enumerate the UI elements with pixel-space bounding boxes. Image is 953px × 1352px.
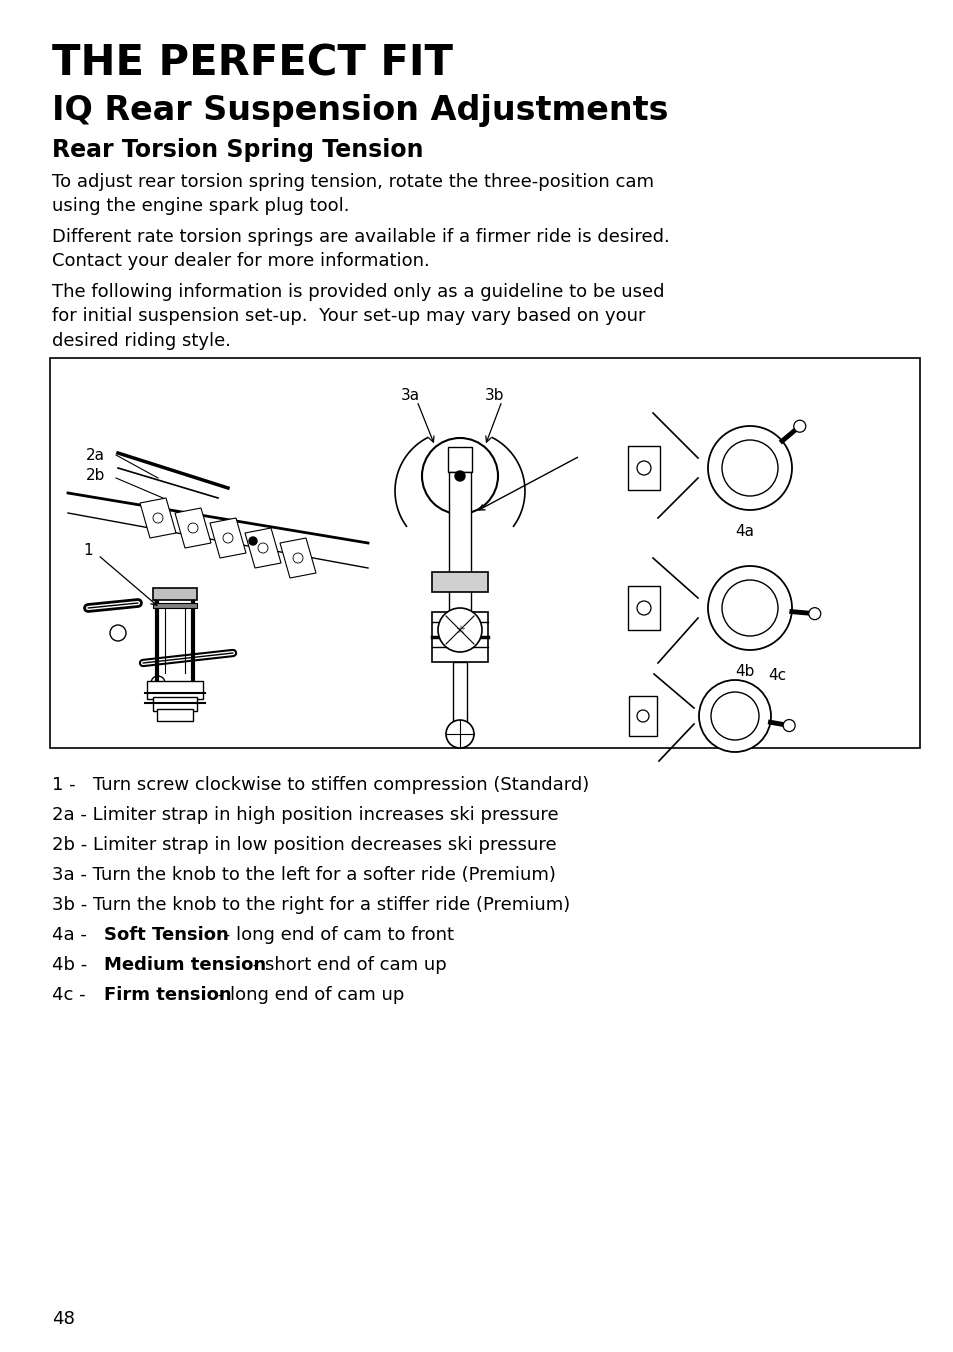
Text: 4c -: 4c - xyxy=(52,986,91,1005)
Text: 4b -: 4b - xyxy=(52,956,92,973)
Circle shape xyxy=(721,580,778,635)
Circle shape xyxy=(421,438,497,514)
Text: - long end of cam up: - long end of cam up xyxy=(212,986,404,1005)
Circle shape xyxy=(721,439,778,496)
Circle shape xyxy=(707,566,791,650)
Bar xyxy=(627,585,659,630)
Circle shape xyxy=(699,680,770,752)
Circle shape xyxy=(637,602,650,615)
Circle shape xyxy=(710,692,759,740)
Circle shape xyxy=(249,537,256,545)
Circle shape xyxy=(793,420,805,433)
Text: - short end of cam up: - short end of cam up xyxy=(247,956,446,973)
Bar xyxy=(627,446,659,489)
Circle shape xyxy=(110,625,126,641)
Polygon shape xyxy=(280,538,315,579)
Text: Medium tension: Medium tension xyxy=(104,956,266,973)
Circle shape xyxy=(446,721,474,748)
Bar xyxy=(449,472,471,612)
Bar xyxy=(628,696,657,735)
Polygon shape xyxy=(210,518,246,558)
Bar xyxy=(147,681,203,699)
Text: 1: 1 xyxy=(83,544,92,558)
Text: 48: 48 xyxy=(52,1310,74,1328)
Text: 1 -   Turn screw clockwise to stiffen compression (Standard): 1 - Turn screw clockwise to stiffen comp… xyxy=(52,776,589,794)
Circle shape xyxy=(223,533,233,544)
Text: 2b: 2b xyxy=(86,468,105,483)
Bar xyxy=(432,572,488,592)
Bar xyxy=(50,358,919,748)
Circle shape xyxy=(782,719,795,731)
Text: 4b: 4b xyxy=(734,664,754,679)
Circle shape xyxy=(257,544,268,553)
Text: 3a - Turn the knob to the left for a softer ride (Premium): 3a - Turn the knob to the left for a sof… xyxy=(52,867,556,884)
Circle shape xyxy=(455,470,464,481)
Circle shape xyxy=(637,710,648,722)
Circle shape xyxy=(188,523,198,533)
Polygon shape xyxy=(140,498,175,538)
Bar xyxy=(432,612,488,662)
Text: ☆: ☆ xyxy=(455,625,464,635)
Circle shape xyxy=(437,608,481,652)
Text: Soft Tension: Soft Tension xyxy=(104,926,229,944)
Text: 2a - Limiter strap in high position increases ski pressure: 2a - Limiter strap in high position incr… xyxy=(52,806,558,823)
Text: IQ Rear Suspension Adjustments: IQ Rear Suspension Adjustments xyxy=(52,95,668,127)
Text: To adjust rear torsion spring tension, rotate the three-position cam
using the e: To adjust rear torsion spring tension, r… xyxy=(52,173,654,215)
Text: 4a -: 4a - xyxy=(52,926,92,944)
Text: - long end of cam to front: - long end of cam to front xyxy=(218,926,454,944)
Circle shape xyxy=(637,461,650,475)
Text: 4c: 4c xyxy=(767,668,785,683)
Polygon shape xyxy=(245,529,281,568)
Text: 2a: 2a xyxy=(86,448,105,462)
Text: 3a: 3a xyxy=(400,388,419,403)
Bar xyxy=(157,708,193,721)
Bar xyxy=(152,698,196,711)
Text: The following information is provided only as a guideline to be used
for initial: The following information is provided on… xyxy=(52,283,664,350)
Bar xyxy=(152,603,196,608)
Text: Firm tension: Firm tension xyxy=(104,986,232,1005)
Polygon shape xyxy=(174,508,211,548)
Circle shape xyxy=(152,512,163,523)
Text: 2b - Limiter strap in low position decreases ski pressure: 2b - Limiter strap in low position decre… xyxy=(52,836,556,854)
Text: 3b: 3b xyxy=(485,388,504,403)
Text: Rear Torsion Spring Tension: Rear Torsion Spring Tension xyxy=(52,138,423,162)
Bar xyxy=(453,662,467,722)
Bar xyxy=(448,448,472,472)
Circle shape xyxy=(808,607,820,619)
Text: 3b - Turn the knob to the right for a stiffer ride (Premium): 3b - Turn the knob to the right for a st… xyxy=(52,896,570,914)
Text: THE PERFECT FIT: THE PERFECT FIT xyxy=(52,42,453,84)
Circle shape xyxy=(151,676,165,690)
Bar xyxy=(152,588,196,600)
Text: 4a: 4a xyxy=(734,525,753,539)
Circle shape xyxy=(293,553,303,562)
Circle shape xyxy=(707,426,791,510)
Text: Different rate torsion springs are available if a firmer ride is desired.
Contac: Different rate torsion springs are avail… xyxy=(52,228,669,270)
